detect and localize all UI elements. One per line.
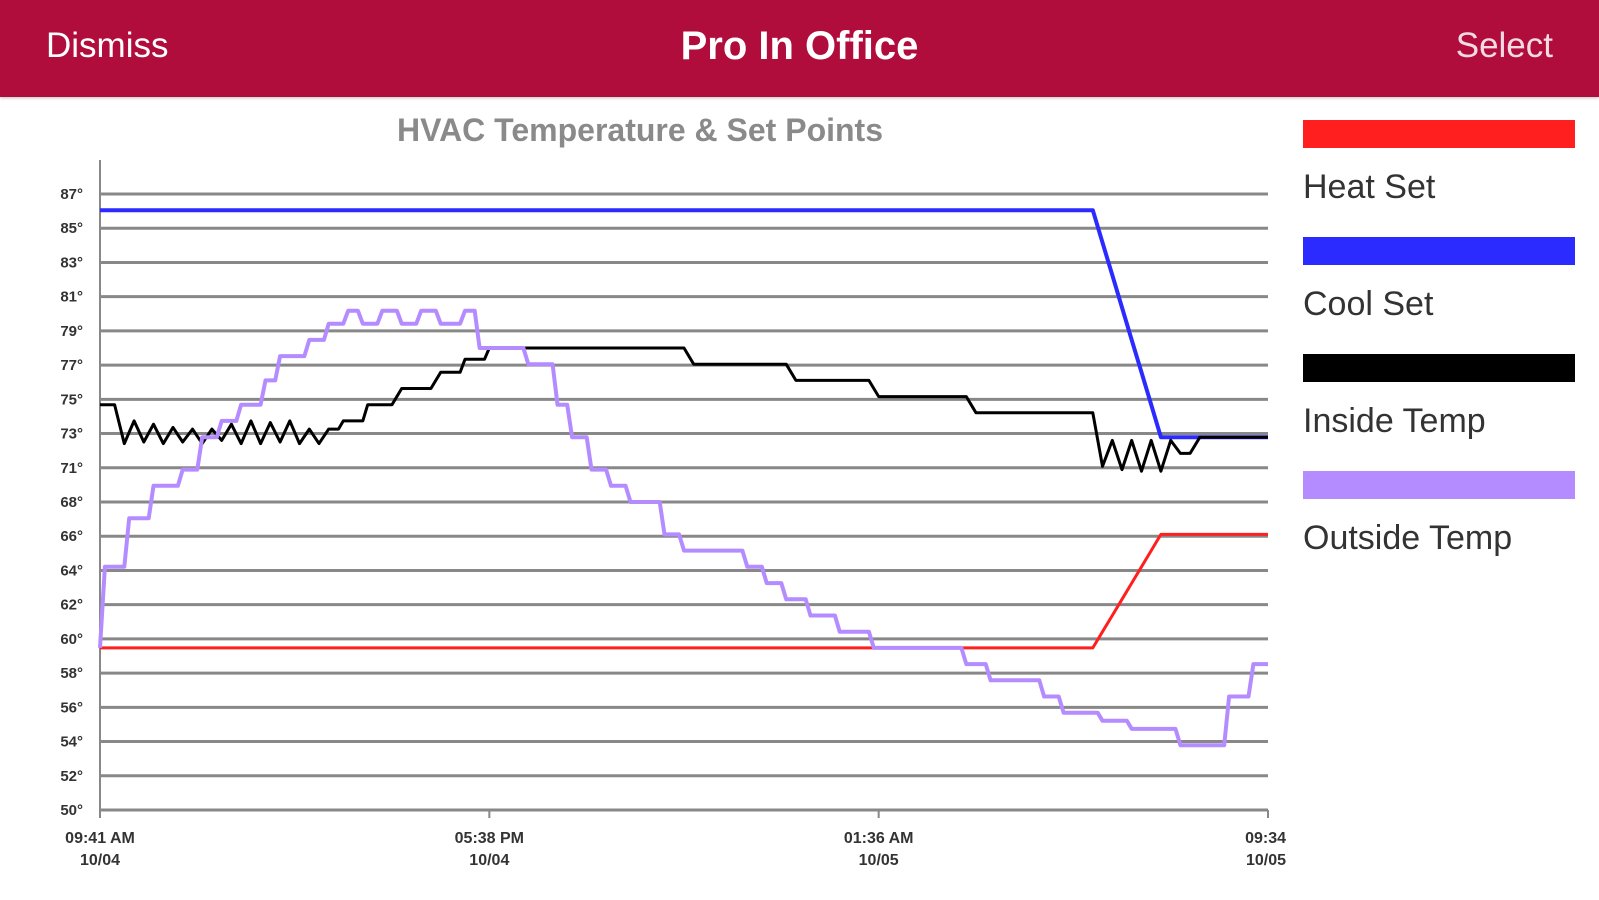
legend-swatch-heat-set xyxy=(1303,120,1575,148)
legend-label-heat-set: Heat Set xyxy=(1303,168,1436,206)
legend-item-inside-temp: Inside Temp xyxy=(1303,354,1575,471)
legend-item-outside-temp: Outside Temp xyxy=(1303,471,1575,588)
y-tick-label: 58° xyxy=(60,665,83,682)
series-line-inside-temp xyxy=(100,346,1268,473)
x-tick-date: 10/04 xyxy=(469,852,509,869)
legend-swatch-cool-set xyxy=(1303,237,1575,265)
y-tick-label: 62° xyxy=(60,597,83,614)
legend-swatch-inside-temp xyxy=(1303,354,1575,382)
y-tick-label: 50° xyxy=(60,802,83,819)
y-tick-label: 83° xyxy=(60,254,83,271)
y-tick-label: 79° xyxy=(60,323,83,340)
legend-label-inside-temp: Inside Temp xyxy=(1303,402,1486,440)
navbar: Dismiss Pro In Office Select xyxy=(0,0,1599,97)
series-line-outside-temp xyxy=(98,308,1268,748)
y-tick-label: 56° xyxy=(60,699,83,716)
y-tick-label: 73° xyxy=(60,426,83,443)
legend-label-cool-set: Cool Set xyxy=(1303,285,1434,323)
y-tick-label: 68° xyxy=(60,494,83,511)
y-tick-label: 77° xyxy=(60,357,83,374)
series-line-cool-set xyxy=(100,208,1268,440)
x-tick-date: 10/04 xyxy=(80,852,120,869)
y-tick-label: 66° xyxy=(60,528,83,545)
y-tick-label: 54° xyxy=(60,734,83,751)
chart-title: HVAC Temperature & Set Points xyxy=(396,112,883,148)
series-line-heat-set xyxy=(100,532,1268,650)
y-tick-label: 71° xyxy=(60,460,83,477)
y-tick-label: 85° xyxy=(60,220,83,237)
legend-label-outside-temp: Outside Temp xyxy=(1303,519,1513,557)
legend: Heat Set Cool Set Inside Temp Outside Te… xyxy=(1303,120,1575,588)
y-tick-label: 81° xyxy=(60,289,83,306)
y-tick-label: 64° xyxy=(60,562,83,579)
x-tick-date: 10/05 xyxy=(859,852,899,869)
x-tick-time: 05:38 PM xyxy=(455,830,524,847)
select-button[interactable]: Select xyxy=(1455,26,1553,65)
x-tick-date: 10/05 xyxy=(1246,852,1286,869)
dismiss-button[interactable]: Dismiss xyxy=(46,26,169,65)
y-tick-label: 87° xyxy=(60,186,83,203)
x-tick-time: 01:36 AM xyxy=(844,830,914,847)
y-tick-label: 75° xyxy=(60,391,83,408)
legend-item-heat-set: Heat Set xyxy=(1303,120,1575,237)
legend-swatch-outside-temp xyxy=(1303,471,1575,499)
legend-item-cool-set: Cool Set xyxy=(1303,237,1575,354)
x-tick-time: 09:34 xyxy=(1245,830,1286,847)
y-tick-label: 60° xyxy=(60,631,83,648)
x-tick-time: 09:41 AM xyxy=(65,830,135,847)
page-title: Pro In Office xyxy=(680,24,919,68)
y-tick-label: 52° xyxy=(60,768,83,785)
